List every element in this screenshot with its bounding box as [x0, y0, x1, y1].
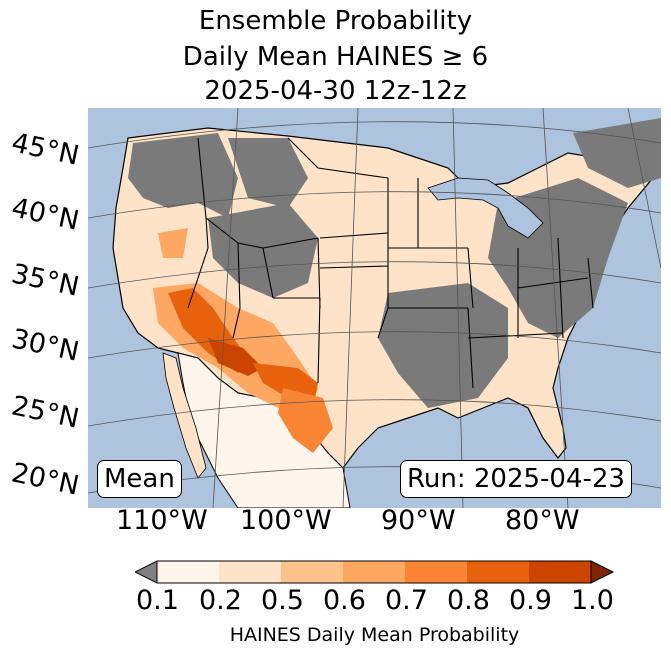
- prob-region-texas-medium: [278, 388, 333, 453]
- colorbar: [135, 560, 615, 584]
- colorbar-segment-4: [405, 561, 467, 583]
- colorbar-tick-0-7: 0.7: [385, 585, 428, 616]
- state-borders: [187, 137, 594, 389]
- prob-region-arizona-max: [208, 338, 263, 376]
- probability-map: [88, 108, 661, 508]
- colorbar-segment-6: [529, 561, 591, 583]
- colorbar-tick-0-9: 0.9: [509, 585, 552, 616]
- lat-label-30: 30°N: [8, 323, 82, 368]
- lat-label-20: 20°N: [8, 457, 82, 502]
- colorbar-tick-0-6: 0.6: [323, 585, 366, 616]
- gridlines: [88, 108, 661, 508]
- lon-label-100w: 100°W: [240, 505, 332, 536]
- colorbar-tick-0-5: 0.5: [261, 585, 304, 616]
- colorbar-label: HAINES Daily Mean Probability: [229, 624, 520, 646]
- lat-label-45: 45°N: [8, 127, 82, 172]
- title-line-3: 2025-04-30 12z-12z: [204, 76, 467, 106]
- title-line-1: Ensemble Probability: [198, 6, 473, 36]
- stat-label-box: Mean: [97, 460, 182, 498]
- run-label-box: Run: 2025-04-23: [400, 460, 632, 498]
- colorbar-tick-0-2: 0.2: [199, 585, 242, 616]
- colorbar-over-extension: [590, 560, 615, 584]
- gray-region-rockies: [228, 138, 308, 208]
- baja-peninsula: [162, 352, 207, 479]
- lat-label-40: 40°N: [8, 192, 82, 237]
- lat-label-25: 25°N: [8, 390, 82, 435]
- title-line-2: Daily Mean HAINES ≥ 6: [182, 42, 489, 72]
- colorbar-tick-0-8: 0.8: [447, 585, 490, 616]
- colorbar-segment-0: [157, 561, 219, 583]
- colorbar-segment-2: [281, 561, 343, 583]
- colorbar-tick-0-1: 0.1: [136, 585, 179, 616]
- colorbar-segment-1: [219, 561, 281, 583]
- colorbar-under-extension: [135, 560, 158, 584]
- colorbar-outline: [156, 560, 592, 584]
- lon-label-110w: 110°W: [116, 505, 208, 536]
- colorbar-segment-3: [343, 561, 405, 583]
- lat-label-35: 35°N: [8, 258, 82, 303]
- gray-region-south: [378, 283, 508, 408]
- colorbar-tick-1-0: 1.0: [571, 585, 614, 616]
- prob-region-nevada-low: [158, 228, 188, 258]
- gray-region-northeast: [573, 118, 661, 188]
- map-canvas: [88, 108, 661, 508]
- gray-region-northwest: [128, 133, 238, 218]
- lon-label-80w: 80°W: [505, 505, 580, 536]
- lon-label-90w: 90°W: [381, 505, 456, 536]
- colorbar-segment-5: [467, 561, 529, 583]
